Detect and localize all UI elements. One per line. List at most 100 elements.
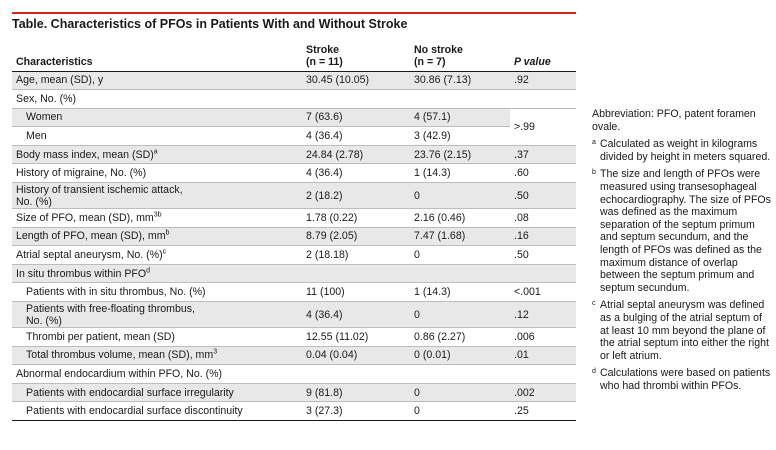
table-row: Patients with endocardial surface irregu… — [12, 383, 576, 402]
row-label: History of migraine, No. (%) — [16, 167, 147, 180]
no-stroke-value: 4 (57.1) — [414, 111, 451, 124]
table-row: Length of PFO, mean (SD), mmb 8.79 (2.05… — [12, 227, 576, 246]
row-label: In situ thrombus within PFOd — [16, 267, 151, 280]
stroke-value: 11 (100) — [306, 286, 345, 299]
row-label: Patients with endocardial surface irregu… — [26, 386, 234, 399]
row-label: Patients with endocardial surface discon… — [26, 405, 243, 418]
no-stroke-value: 0 — [414, 405, 420, 418]
no-stroke-value: 0 — [414, 189, 420, 202]
footnote-a: a Calculated as weight in kilograms divid… — [592, 138, 771, 163]
row-label: Women — [26, 111, 63, 124]
table-row: Sex, No. (%) — [12, 90, 576, 109]
row-label: History of transient ischemic attack, No.… — [16, 183, 183, 208]
table-row: History of transient ischemic attack, No.… — [12, 182, 576, 209]
table-row: History of migraine, No. (%) 4 (36.4) 1 … — [12, 164, 576, 183]
no-stroke-value — [410, 264, 510, 283]
stroke-value — [302, 90, 410, 109]
table-row: Atrial septal aneurysm, No. (%)c 2 (18.1… — [12, 246, 576, 265]
row-label: Length of PFO, mean (SD), mmb — [16, 229, 170, 243]
stroke-value: 4 (36.4) — [306, 308, 343, 321]
header-characteristics: Characteristics — [16, 55, 93, 68]
no-stroke-value — [410, 90, 510, 109]
stroke-value — [302, 264, 410, 283]
table-row: Body mass index, mean (SD)a 24.84 (2.78)… — [12, 145, 576, 164]
footnote-d: d Calculations were based on patients who… — [592, 367, 771, 392]
stroke-value: 24.84 (2.78) — [306, 148, 364, 161]
no-stroke-value: 3 (42.9) — [414, 130, 451, 143]
row-label: Total thrombus volume, mean (SD), mm3 — [26, 348, 218, 362]
stroke-value: 2 (18.2) — [306, 189, 343, 202]
p-value: .92 — [514, 74, 529, 87]
table-row: Women 7 (63.6) 4 (57.1) >.99 — [12, 108, 576, 146]
p-value: .08 — [514, 211, 529, 224]
p-value — [510, 365, 576, 384]
footnote-b: b The size and length of PFOs were measur… — [592, 168, 771, 294]
title-accent-rule — [12, 12, 576, 14]
p-value: .25 — [514, 405, 529, 418]
row-label: Size of PFO, mean (SD), mm3b — [16, 211, 162, 224]
stroke-value: 4 (36.4) — [306, 130, 343, 143]
p-value: .50 — [514, 249, 529, 262]
header-p-value: P value — [514, 55, 551, 68]
no-stroke-value: 7.47 (1.68) — [414, 230, 466, 243]
stroke-value: 12.55 (11.02) — [306, 330, 369, 343]
p-value — [510, 264, 576, 283]
header-no-stroke: No stroke (n = 7) — [414, 43, 463, 68]
characteristics-table: Characteristics Stroke (n = 11) No stroke… — [12, 38, 576, 421]
p-value: <.001 — [514, 286, 541, 299]
table-row: Size of PFO, mean (SD), mm3b 1.78 (0.22)… — [12, 209, 576, 228]
table-row: Patients with in situ thrombus, No. (%) … — [12, 283, 576, 302]
row-label: Patients with free-floating thrombus, No.… — [26, 302, 195, 327]
stroke-value: 9 (81.8) — [306, 386, 343, 399]
row-label: Men — [26, 130, 47, 143]
stroke-value: 30.45 (10.05) — [306, 74, 370, 87]
no-stroke-value: 0 — [414, 249, 420, 262]
row-label: Abnormal endocardium within PFO, No. (%) — [16, 368, 223, 381]
header-stroke: Stroke (n = 11) — [306, 43, 343, 68]
table-row: Patients with endocardial surface discon… — [12, 402, 576, 421]
p-value: .006 — [514, 330, 535, 343]
p-value: .002 — [514, 386, 535, 399]
footnote-c: c Atrial septal aneurysm was defined as a… — [592, 299, 770, 362]
table-row: Patients with free-floating thrombus, No.… — [12, 301, 576, 328]
row-label: Sex, No. (%) — [16, 92, 77, 105]
row-label: Patients with in situ thrombus, No. (%) — [26, 286, 206, 299]
table-row: Total thrombus volume, mean (SD), mm3 0.… — [12, 346, 576, 365]
no-stroke-value: 30.86 (7.13) — [414, 74, 472, 87]
row-label: Age, mean (SD), y — [16, 74, 104, 87]
p-value: .12 — [514, 308, 529, 321]
table-title: Table. Characteristics of PFOs in Patien… — [12, 17, 408, 31]
no-stroke-value: 2.16 (0.46) — [414, 211, 466, 224]
row-label: Body mass index, mean (SD)a — [16, 148, 158, 161]
no-stroke-value: 1 (14.3) — [414, 286, 451, 299]
table-row: In situ thrombus within PFOd — [12, 264, 576, 283]
abbreviation-note: Abbreviation: PFO, patent foramen ovale. — [592, 108, 756, 133]
no-stroke-value: 1 (14.3) — [414, 167, 451, 180]
row-label: Thrombi per patient, mean (SD) — [26, 330, 175, 343]
stroke-value: 8.79 (2.05) — [306, 230, 358, 243]
p-value: .60 — [514, 167, 529, 180]
p-value: .01 — [514, 349, 529, 362]
table-header-row: Characteristics Stroke (n = 11) No stroke… — [12, 38, 576, 71]
no-stroke-value — [410, 365, 510, 384]
p-value — [510, 90, 576, 109]
row-label: Atrial septal aneurysm, No. (%)c — [16, 248, 167, 262]
p-value: .37 — [514, 148, 529, 161]
table-row: Age, mean (SD), y 30.45 (10.05) 30.86 (7… — [12, 71, 576, 90]
table-row: Abnormal endocardium within PFO, No. (%) — [12, 365, 576, 384]
stroke-value: 4 (36.4) — [306, 167, 343, 180]
no-stroke-value: 0 — [414, 308, 420, 321]
stroke-value: 3 (27.3) — [306, 405, 343, 418]
p-value: >.99 — [510, 108, 576, 146]
stroke-value: 0.04 (0.04) — [306, 349, 358, 362]
no-stroke-value: 0 — [414, 386, 420, 399]
stroke-value: 7 (63.6) — [306, 111, 343, 124]
stroke-value — [302, 365, 410, 384]
no-stroke-value: 0.86 (2.27) — [414, 330, 466, 343]
table-row: Thrombi per patient, mean (SD) 12.55 (11… — [12, 328, 576, 347]
no-stroke-value: 23.76 (2.15) — [414, 148, 472, 161]
stroke-value: 2 (18.18) — [306, 249, 349, 262]
p-value: .50 — [514, 189, 529, 202]
p-value: .16 — [514, 230, 529, 243]
table-row: Men 4 (36.4) 3 (42.9) — [12, 127, 576, 146]
